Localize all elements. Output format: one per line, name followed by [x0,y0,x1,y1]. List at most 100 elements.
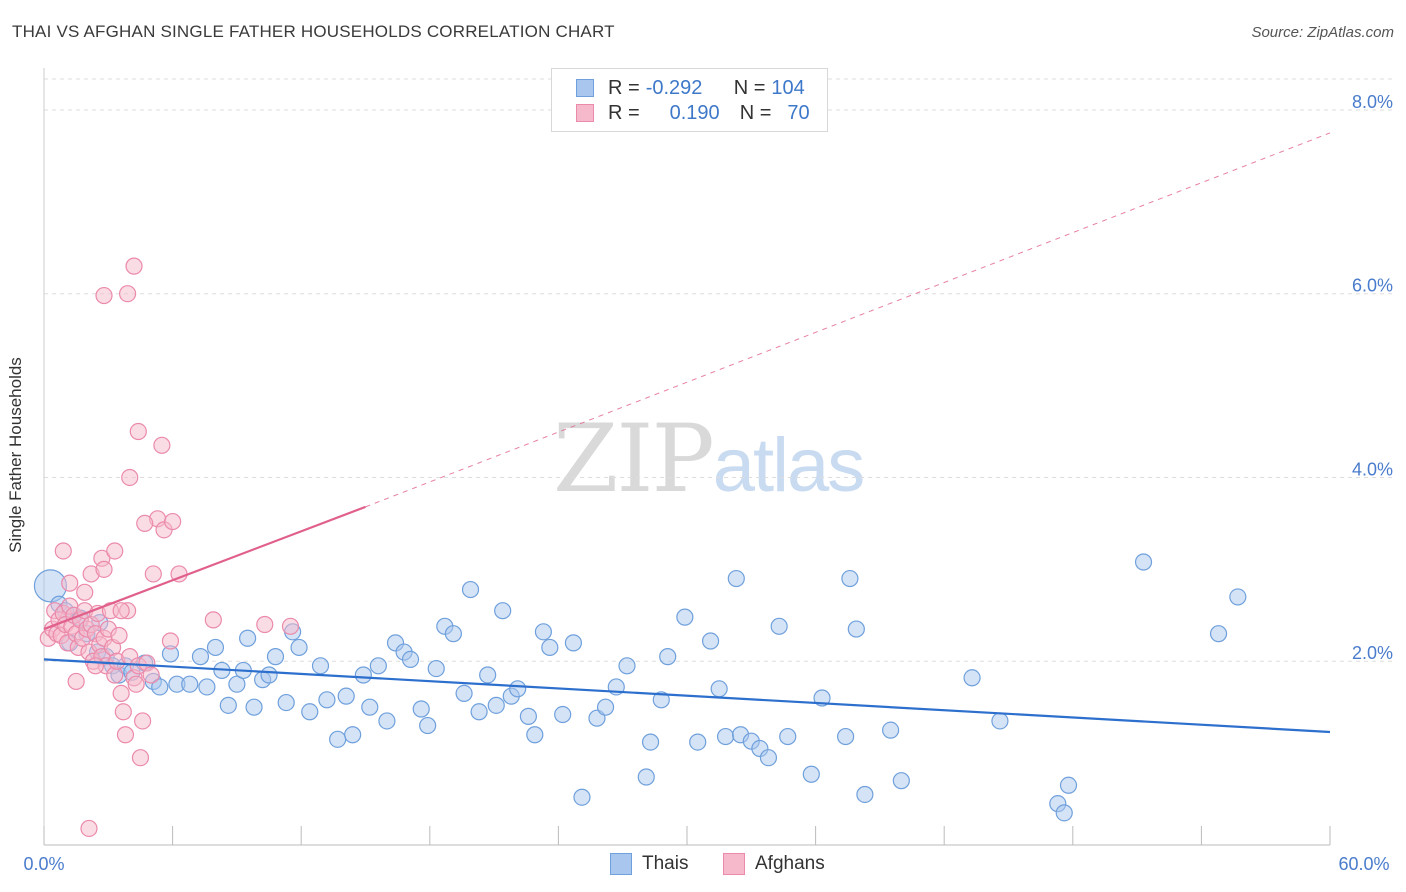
y-tick-label-2: 2.0% [1352,643,1393,663]
thai-point [710,680,728,698]
thai-point [1209,625,1228,643]
thai-point [318,691,336,709]
thai-point [554,705,572,724]
afghans-legend-label: Afghans [755,853,825,874]
thai-point [701,632,720,650]
thai-point [412,700,430,718]
afghan-point [118,285,137,303]
thai-n-value: 104 [771,76,805,99]
afghan-n-label: N = [739,101,772,124]
thai-point [659,648,677,666]
thai-point [151,678,169,696]
thai-r-label: R = [608,76,640,99]
thai-point [369,657,387,675]
thai-point [564,634,583,652]
thai-point [354,666,372,684]
afghan-point [76,583,94,601]
thai-point [689,733,707,751]
thai-point [290,638,308,657]
thai-point [487,696,505,714]
thai-point [892,772,910,790]
thai-point [573,788,591,806]
afghan-trend-line [43,505,366,631]
thai-point [1055,804,1073,822]
thai-point [509,680,527,698]
thai-point [1134,553,1153,571]
thai-point [206,638,225,657]
thai-point [494,602,512,620]
thai-point [716,727,735,746]
thai-point [455,684,473,702]
afghan-point [204,611,222,629]
thai-point [637,768,655,786]
thai-point [779,727,797,746]
thai-point [260,666,278,684]
thai-n-label: N = [733,76,766,99]
thai-point [841,569,859,588]
afghan-point [116,726,135,744]
afghans-swatch [723,853,745,875]
thai-point [378,712,396,730]
thai-point [526,726,544,744]
thai-point [266,648,285,666]
afghan-point [80,819,98,838]
afghan-point [121,468,139,487]
afghan-point [164,512,182,531]
thai-point [219,696,237,714]
thai-point [329,730,347,748]
thai-point [337,687,355,705]
thai-point [802,765,820,783]
thai-point [856,785,874,804]
correlation-legend: R = -0.292 N = 104 R = 0.190 N = 70 [551,68,828,132]
afghan-point [142,666,160,684]
afghan-point [133,712,152,730]
afghan-r-value: 0.190 [669,101,720,124]
thai-point [727,569,745,588]
thai-point [1229,588,1247,606]
thai-point [361,698,379,716]
afghan-point [67,672,85,691]
afghan-swatch [576,104,594,122]
thai-point [759,749,778,767]
thai-point [882,721,900,739]
afghan-point [131,749,150,767]
thai-point [618,657,636,675]
afghan-point [95,560,113,578]
bottom-legend-thai: Thais [610,852,688,876]
thai-point [847,620,865,638]
afghan-point [161,632,180,650]
thai-point [596,698,615,716]
legend-row-afghan: R = 0.190 N = 70 [576,101,810,125]
thai-point [963,669,981,687]
y-axis-label: Single Father Households [6,357,25,553]
thai-point [837,727,855,746]
afghan-point [95,286,113,305]
thai-point [401,650,420,668]
thai-point [461,580,480,599]
thai-point [344,726,362,744]
thai-point [198,678,216,696]
thai-point [228,675,246,693]
thai-point [991,712,1009,730]
afghan-point [86,657,105,675]
thai-point [181,675,199,693]
afghan-point [144,565,162,583]
thai-point [427,659,445,678]
thai-point [277,693,295,712]
thai-point [419,716,437,735]
afghan-point [153,436,171,454]
afghan-point [114,703,132,721]
y-tick-label-6: 6.0% [1352,276,1393,296]
thai-swatch [576,79,594,97]
thai-point [470,703,488,721]
x-tick-label-min: 0.0% [23,854,64,874]
x-tick-label-max: 60.0% [1338,854,1389,874]
afghan-trend-extension [365,132,1331,508]
thai-r-value: -0.292 [645,76,703,99]
afghan-point [127,675,145,693]
thai-point [444,625,462,643]
thai-point [239,629,257,647]
thais-swatch [610,853,632,875]
afghan-point [256,615,274,634]
